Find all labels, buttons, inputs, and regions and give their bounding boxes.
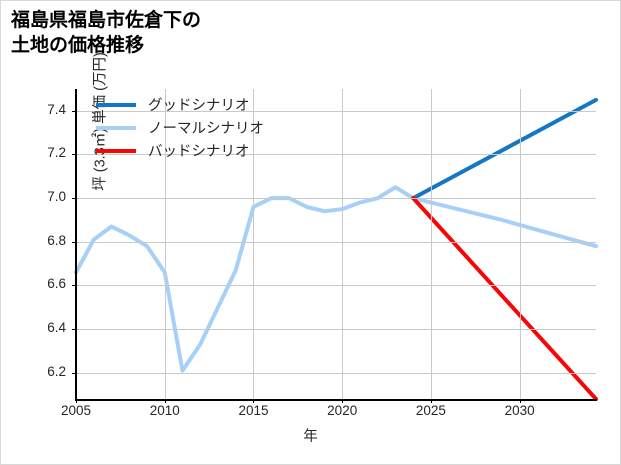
y-tick-label: 6.8 xyxy=(47,232,66,248)
y-gridline xyxy=(76,110,596,112)
series-line-normal xyxy=(74,185,598,373)
x-tick-label: 2030 xyxy=(504,403,535,418)
y-tick-label: 7.4 xyxy=(47,101,66,117)
x-tick-mark xyxy=(519,399,521,403)
x-gridline xyxy=(430,89,432,399)
legend-label-normal: ノーマルシナリオ xyxy=(148,121,264,137)
legend-item-normal: ノーマルシナリオ xyxy=(96,116,311,139)
legend-swatch-good xyxy=(96,102,136,107)
y-tick-mark xyxy=(72,110,76,112)
legend-swatch-bad xyxy=(96,148,136,153)
x-axis-label: 年 xyxy=(303,429,318,445)
x-tick-mark xyxy=(76,399,77,403)
x-gridline xyxy=(253,89,255,399)
y-gridline xyxy=(76,154,596,156)
y-tick-label: 6.6 xyxy=(47,276,66,292)
y-tick-mark xyxy=(72,372,76,374)
y-tick-mark xyxy=(72,154,76,156)
series-line-bad xyxy=(411,196,598,401)
y-tick-label: 6.2 xyxy=(47,363,66,379)
x-tick-label: 2020 xyxy=(327,403,358,418)
page-title: 福島県福島市佐倉下の 土地の価格推移 xyxy=(11,10,202,56)
x-tick-label: 2015 xyxy=(238,403,269,418)
x-tick-mark xyxy=(430,399,432,403)
y-tick-label: 7.0 xyxy=(47,189,66,205)
legend-item-good: グッドシナリオ xyxy=(96,93,311,116)
y-tick-label: 6.4 xyxy=(47,320,66,336)
legend: グッドシナリオ ノーマルシナリオ バッドシナリオ xyxy=(96,93,311,162)
x-tick-label: 2005 xyxy=(60,403,92,418)
x-gridline xyxy=(164,89,166,399)
y-gridline xyxy=(76,372,596,374)
x-tick-mark xyxy=(253,399,255,403)
plot-area xyxy=(74,89,598,401)
series-layer xyxy=(74,97,598,401)
y-gridline xyxy=(76,198,596,200)
x-gridline xyxy=(342,89,344,399)
x-gridline xyxy=(76,89,77,399)
x-tick-mark xyxy=(164,399,166,403)
legend-swatch-normal xyxy=(96,125,136,130)
y-gridline xyxy=(76,285,596,287)
x-tick-label: 2025 xyxy=(415,403,446,418)
legend-label-bad: バッドシナリオ xyxy=(148,144,250,160)
legend-item-bad: バッドシナリオ xyxy=(96,139,311,162)
x-gridline xyxy=(519,89,521,399)
y-tick-mark xyxy=(72,198,76,200)
legend-label-good: グッドシナリオ xyxy=(148,98,250,114)
y-tick-label: 7.2 xyxy=(47,145,66,161)
x-tick-mark xyxy=(342,399,344,403)
x-tick-label: 2010 xyxy=(149,403,180,418)
y-gridline xyxy=(76,329,596,331)
y-tick-mark xyxy=(72,329,76,331)
x-axis-spine xyxy=(75,399,597,401)
series-line-good xyxy=(411,97,598,201)
y-tick-mark xyxy=(72,285,76,287)
y-tick-mark xyxy=(72,241,76,243)
y-gridline xyxy=(76,241,596,243)
